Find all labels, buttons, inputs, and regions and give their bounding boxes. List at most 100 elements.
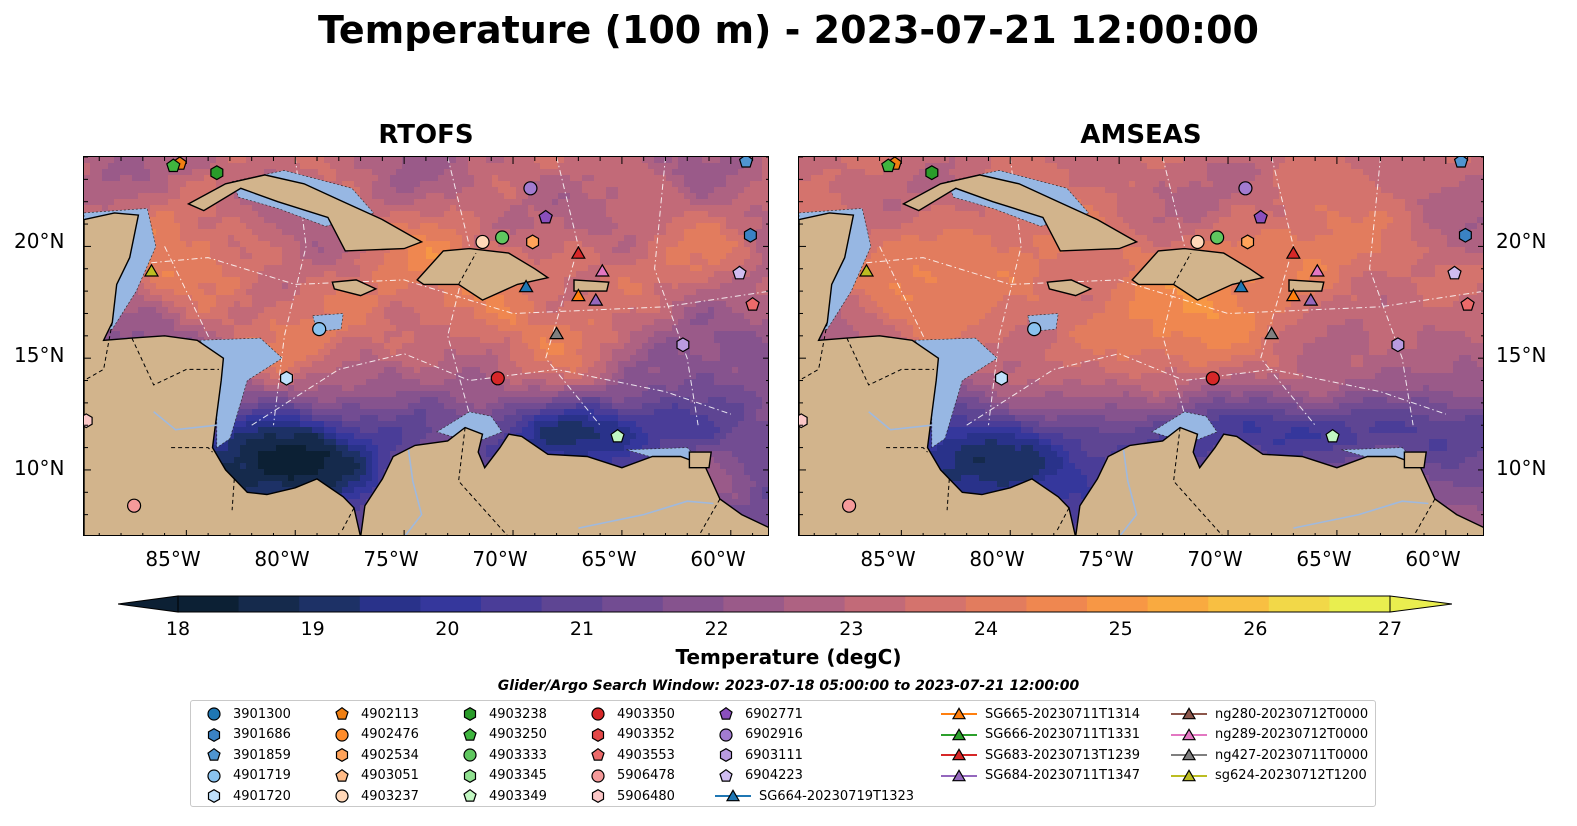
lat-label-20n-left: 20°N bbox=[14, 229, 65, 253]
hexagon-marker-icon bbox=[591, 727, 605, 742]
marker-sg684-20230711t1347[interactable] bbox=[588, 292, 604, 306]
rtofs-map[interactable] bbox=[83, 156, 769, 536]
marker-4903237[interactable] bbox=[475, 234, 490, 250]
colorbar-label: Temperature (degC) bbox=[675, 645, 902, 669]
marker-ng427-20230711t0000[interactable] bbox=[549, 326, 565, 340]
marker-6904223[interactable] bbox=[1447, 265, 1462, 280]
marker-sg624-20230712t1200[interactable] bbox=[858, 263, 875, 277]
legend-item: ng280-20230712T0000 bbox=[1169, 705, 1368, 723]
colorbar-tick-label: 24 bbox=[973, 618, 999, 640]
marker-4903553[interactable] bbox=[745, 296, 760, 311]
circle-marker-icon bbox=[591, 768, 605, 783]
colorbar-tick-label: 22 bbox=[704, 618, 729, 640]
circle-marker-icon bbox=[207, 707, 221, 721]
marker-3901859[interactable] bbox=[1453, 157, 1469, 168]
colorbar-tick-label: 21 bbox=[569, 618, 595, 640]
legend-label: 3901686 bbox=[233, 727, 291, 742]
land-jamaica bbox=[1046, 279, 1093, 297]
marker-4903333[interactable] bbox=[495, 230, 510, 245]
land-jamaica bbox=[331, 279, 378, 297]
marker-6902916[interactable] bbox=[1238, 181, 1253, 196]
marker-6902916[interactable] bbox=[523, 181, 538, 196]
legend-item: 4903238 bbox=[457, 705, 547, 723]
land-central-america bbox=[84, 212, 361, 535]
colorbar-tick-label: 23 bbox=[839, 618, 864, 640]
country-borders bbox=[84, 252, 721, 535]
marker-6904223[interactable] bbox=[732, 265, 747, 280]
marker-sg624-20230712t1200[interactable] bbox=[143, 263, 160, 277]
marker-6902771[interactable] bbox=[538, 209, 553, 224]
amseas-map[interactable] bbox=[798, 156, 1484, 536]
land-trinidad bbox=[688, 451, 713, 469]
colorbar-segment bbox=[602, 596, 664, 612]
land-puerto-rico bbox=[573, 279, 610, 292]
marker-4902534[interactable] bbox=[526, 234, 540, 250]
land-hispaniola bbox=[416, 247, 550, 301]
marker-4901719[interactable] bbox=[312, 322, 327, 337]
marker-sg683-20230713t1239[interactable] bbox=[570, 245, 586, 259]
marker-3901686[interactable] bbox=[1458, 227, 1472, 243]
marker-5906480[interactable] bbox=[84, 413, 93, 429]
marker-ng427-20230711t0000[interactable] bbox=[1264, 326, 1280, 340]
marker-3901859[interactable] bbox=[738, 157, 754, 168]
legend-label: 4903051 bbox=[361, 768, 419, 783]
marker-4903350[interactable] bbox=[490, 371, 505, 386]
legend-item: 3901300 bbox=[201, 705, 291, 723]
marker-5906478[interactable] bbox=[126, 498, 142, 513]
legend-label: 5906480 bbox=[617, 788, 675, 804]
marker-sg683-20230713t1239[interactable] bbox=[1285, 245, 1301, 259]
axis-ticks bbox=[799, 157, 1483, 535]
circle-marker-icon bbox=[463, 748, 477, 762]
marker-4902534[interactable] bbox=[1241, 234, 1255, 250]
lon-label-75w-left: 75°W bbox=[363, 547, 419, 571]
marker-sg665-20230711t1314[interactable] bbox=[570, 288, 586, 302]
legend-label: SG665-20230711T1314 bbox=[985, 706, 1141, 722]
marker-4903238[interactable] bbox=[210, 165, 224, 181]
legend-label: SG684-20230711T1347 bbox=[985, 768, 1141, 783]
marker-4901720[interactable] bbox=[995, 370, 1008, 386]
colorbar-segment bbox=[784, 596, 846, 612]
lon-label-65w-left: 65°W bbox=[581, 547, 637, 571]
marker-4901719[interactable] bbox=[1027, 322, 1042, 337]
marker-ng289-20230712t0000[interactable] bbox=[594, 263, 610, 277]
marker-3901686[interactable] bbox=[743, 227, 757, 243]
marker-ng289-20230712t0000[interactable] bbox=[1309, 263, 1325, 277]
marker-4903333[interactable] bbox=[1210, 230, 1225, 245]
land-cuba bbox=[186, 174, 424, 252]
legend-label: 6902916 bbox=[745, 727, 803, 742]
legend-item: ng289-20230712T0000 bbox=[1169, 726, 1368, 744]
legend-item: SG684-20230711T1347 bbox=[939, 767, 1140, 785]
marker-6903111[interactable] bbox=[1391, 337, 1405, 353]
legend-label: sg624-20230712T1200 bbox=[1215, 768, 1367, 783]
lat-label-15n-left: 15°N bbox=[14, 343, 65, 367]
marker-4903349[interactable] bbox=[1325, 428, 1340, 443]
marker-4903237[interactable] bbox=[1190, 234, 1205, 250]
lon-label-85w-right: 85°W bbox=[860, 547, 916, 571]
marker-6903111[interactable] bbox=[676, 337, 690, 353]
marker-4901720[interactable] bbox=[280, 370, 293, 386]
marker-4903553[interactable] bbox=[1460, 296, 1475, 311]
panel-title-rtofs: RTOFS bbox=[378, 120, 474, 150]
marker-5906480[interactable] bbox=[799, 413, 808, 429]
legend-label: ng427-20230711T0000 bbox=[1215, 747, 1369, 763]
marker-4903250[interactable] bbox=[881, 158, 896, 173]
marker-sg664-20230719t1323[interactable] bbox=[1233, 279, 1249, 293]
marker-sg684-20230711t1347[interactable] bbox=[1303, 292, 1319, 306]
lat-label-20n-right: 20°N bbox=[1496, 229, 1547, 253]
colorbar-segment bbox=[905, 596, 967, 612]
marker-5906478[interactable] bbox=[841, 498, 857, 513]
marker-4903250[interactable] bbox=[166, 158, 181, 173]
marker-sg665-20230711t1314[interactable] bbox=[1285, 288, 1301, 302]
marker-sg664-20230719t1323[interactable] bbox=[518, 279, 534, 293]
colorbar-segment bbox=[420, 596, 482, 612]
marker-4903238[interactable] bbox=[925, 165, 939, 181]
legend-item: 4903345 bbox=[457, 767, 547, 785]
triangle-marker-icon bbox=[941, 727, 977, 740]
marker-4903349[interactable] bbox=[610, 428, 625, 443]
marker-6902771[interactable] bbox=[1253, 209, 1268, 224]
legend-item: SG666-20230711T1331 bbox=[939, 726, 1140, 744]
colorbar-segment bbox=[1087, 596, 1149, 612]
marker-4903350[interactable] bbox=[1205, 371, 1220, 386]
lon-label-70w-left: 70°W bbox=[472, 547, 528, 571]
legend-label: 4902476 bbox=[361, 727, 419, 742]
